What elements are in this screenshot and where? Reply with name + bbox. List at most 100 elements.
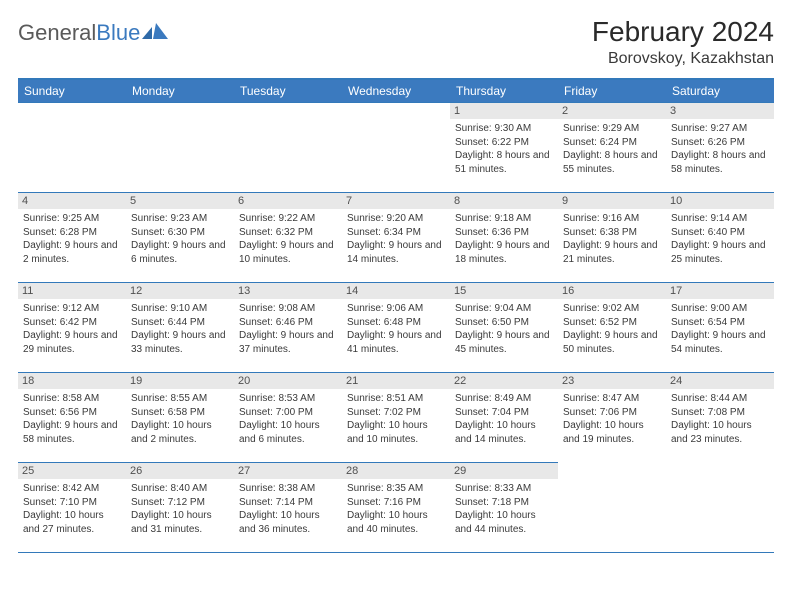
day-cell: 2 Sunrise: 9:29 AMSunset: 6:24 PMDaylight… [558,102,666,192]
day-info: Sunrise: 9:04 AMSunset: 6:50 PMDaylight:… [455,302,553,356]
date-number: 25 [18,463,126,479]
day-info: Sunrise: 8:53 AMSunset: 7:00 PMDaylight:… [239,392,337,446]
day-info: Sunrise: 8:51 AMSunset: 7:02 PMDaylight:… [347,392,445,446]
day-info: Sunrise: 8:55 AMSunset: 6:58 PMDaylight:… [131,392,229,446]
logo-mark-icon [142,21,168,39]
date-number: 24 [666,373,774,389]
day-cell: 18 Sunrise: 8:58 AMSunset: 6:56 PMDayligh… [18,372,126,462]
day-info: Sunrise: 8:44 AMSunset: 7:08 PMDaylight:… [671,392,769,446]
day-info: Sunrise: 8:38 AMSunset: 7:14 PMDaylight:… [239,482,337,536]
day-info: Sunrise: 9:12 AMSunset: 6:42 PMDaylight:… [23,302,121,356]
empty-cell [18,102,126,192]
day-cell: 3Sunrise: 9:27 AMSunset: 6:26 PMDaylight… [666,102,774,192]
day-cell: 7 Sunrise: 9:20 AMSunset: 6:34 PMDaylight… [342,192,450,282]
day-info: Sunrise: 9:08 AMSunset: 6:46 PMDaylight:… [239,302,337,356]
day-cell: 13 Sunrise: 9:08 AMSunset: 6:46 PMDayligh… [234,282,342,372]
day-cell: 21 Sunrise: 8:51 AMSunset: 7:02 PMDayligh… [342,372,450,462]
date-number: 9 [558,193,666,209]
day-info: Sunrise: 9:00 AMSunset: 6:54 PMDaylight:… [671,302,769,356]
date-number: 21 [342,373,450,389]
logo-text: GeneralBlue [18,20,140,46]
month-title: February 2024 [592,16,774,48]
date-number: 6 [234,193,342,209]
day-header: Thursday [450,80,558,102]
day-cell: 12 Sunrise: 9:10 AMSunset: 6:44 PMDayligh… [126,282,234,372]
day-info: Sunrise: 8:35 AMSunset: 7:16 PMDaylight:… [347,482,445,536]
date-number: 1 [450,103,558,119]
day-info: Sunrise: 8:58 AMSunset: 6:56 PMDaylight:… [23,392,121,446]
day-header: Saturday [666,80,774,102]
date-number: 10 [666,193,774,209]
empty-cell [234,102,342,192]
day-info: Sunrise: 9:29 AMSunset: 6:24 PMDaylight:… [563,122,661,176]
day-cell: 25 Sunrise: 8:42 AMSunset: 7:10 PMDayligh… [18,462,126,552]
location: Borovskoy, Kazakhstan [592,50,774,68]
header: GeneralBlue February 2024 Borovskoy, Kaz… [18,16,774,68]
day-info: Sunrise: 9:23 AMSunset: 6:30 PMDaylight:… [131,212,229,266]
day-cell: 19 Sunrise: 8:55 AMSunset: 6:58 PMDayligh… [126,372,234,462]
empty-cell [342,102,450,192]
date-number: 28 [342,463,450,479]
day-cell: 1 Sunrise: 9:30 AMSunset: 6:22 PMDaylight… [450,102,558,192]
day-info: Sunrise: 9:22 AMSunset: 6:32 PMDaylight:… [239,212,337,266]
day-cell: 9 Sunrise: 9:16 AMSunset: 6:38 PMDaylight… [558,192,666,282]
date-number: 14 [342,283,450,299]
date-number: 15 [450,283,558,299]
day-info: Sunrise: 9:25 AMSunset: 6:28 PMDaylight:… [23,212,121,266]
date-number: 5 [126,193,234,209]
date-number: 19 [126,373,234,389]
logo-left: General [18,20,96,45]
date-number: 23 [558,373,666,389]
day-cell: 26 Sunrise: 8:40 AMSunset: 7:12 PMDayligh… [126,462,234,552]
day-cell: 8 Sunrise: 9:18 AMSunset: 6:36 PMDaylight… [450,192,558,282]
day-cell: 15 Sunrise: 9:04 AMSunset: 6:50 PMDayligh… [450,282,558,372]
day-info: Sunrise: 8:33 AMSunset: 7:18 PMDaylight:… [455,482,553,536]
day-info: Sunrise: 9:27 AMSunset: 6:26 PMDaylight:… [671,122,769,176]
day-info: Sunrise: 9:10 AMSunset: 6:44 PMDaylight:… [131,302,229,356]
date-number: 18 [18,373,126,389]
day-info: Sunrise: 9:16 AMSunset: 6:38 PMDaylight:… [563,212,661,266]
day-cell: 10Sunrise: 9:14 AMSunset: 6:40 PMDayligh… [666,192,774,282]
day-cell: 27 Sunrise: 8:38 AMSunset: 7:14 PMDayligh… [234,462,342,552]
day-info: Sunrise: 9:02 AMSunset: 6:52 PMDaylight:… [563,302,661,356]
day-cell: 16Sunrise: 9:02 AMSunset: 6:52 PMDayligh… [558,282,666,372]
day-cell: 28 Sunrise: 8:35 AMSunset: 7:16 PMDayligh… [342,462,450,552]
day-cell: 24 Sunrise: 8:44 AMSunset: 7:08 PMDayligh… [666,372,774,462]
day-header: Friday [558,80,666,102]
date-number: 7 [342,193,450,209]
day-cell: 11 Sunrise: 9:12 AMSunset: 6:42 PMDayligh… [18,282,126,372]
day-cell: 22Sunrise: 8:49 AMSunset: 7:04 PMDayligh… [450,372,558,462]
date-number: 12 [126,283,234,299]
date-number: 27 [234,463,342,479]
day-info: Sunrise: 8:42 AMSunset: 7:10 PMDaylight:… [23,482,121,536]
date-number: 11 [18,283,126,299]
day-info: Sunrise: 9:20 AMSunset: 6:34 PMDaylight:… [347,212,445,266]
day-header: Wednesday [342,80,450,102]
day-cell: 5 Sunrise: 9:23 AMSunset: 6:30 PMDaylight… [126,192,234,282]
date-number: 20 [234,373,342,389]
empty-cell [126,102,234,192]
day-cell: 6 Sunrise: 9:22 AMSunset: 6:32 PMDaylight… [234,192,342,282]
date-number: 26 [126,463,234,479]
date-number: 13 [234,283,342,299]
day-info: Sunrise: 9:30 AMSunset: 6:22 PMDaylight:… [455,122,553,176]
date-number: 2 [558,103,666,119]
calendar-grid: SundayMondayTuesdayWednesdayThursdayFrid… [18,78,774,553]
day-header: Tuesday [234,80,342,102]
date-number: 4 [18,193,126,209]
day-cell: 29 Sunrise: 8:33 AMSunset: 7:18 PMDayligh… [450,462,558,552]
day-cell: 4 Sunrise: 9:25 AMSunset: 6:28 PMDaylight… [18,192,126,282]
day-info: Sunrise: 8:47 AMSunset: 7:06 PMDaylight:… [563,392,661,446]
day-cell: 23 Sunrise: 8:47 AMSunset: 7:06 PMDayligh… [558,372,666,462]
day-info: Sunrise: 8:40 AMSunset: 7:12 PMDaylight:… [131,482,229,536]
date-number: 22 [450,373,558,389]
date-number: 8 [450,193,558,209]
day-cell: 14Sunrise: 9:06 AMSunset: 6:48 PMDayligh… [342,282,450,372]
day-cell: 20 Sunrise: 8:53 AMSunset: 7:00 PMDayligh… [234,372,342,462]
day-header: Monday [126,80,234,102]
logo: GeneralBlue [18,20,168,46]
logo-right: Blue [96,20,140,45]
day-info: Sunrise: 9:18 AMSunset: 6:36 PMDaylight:… [455,212,553,266]
date-number: 29 [450,463,558,479]
day-cell: 17Sunrise: 9:00 AMSunset: 6:54 PMDayligh… [666,282,774,372]
